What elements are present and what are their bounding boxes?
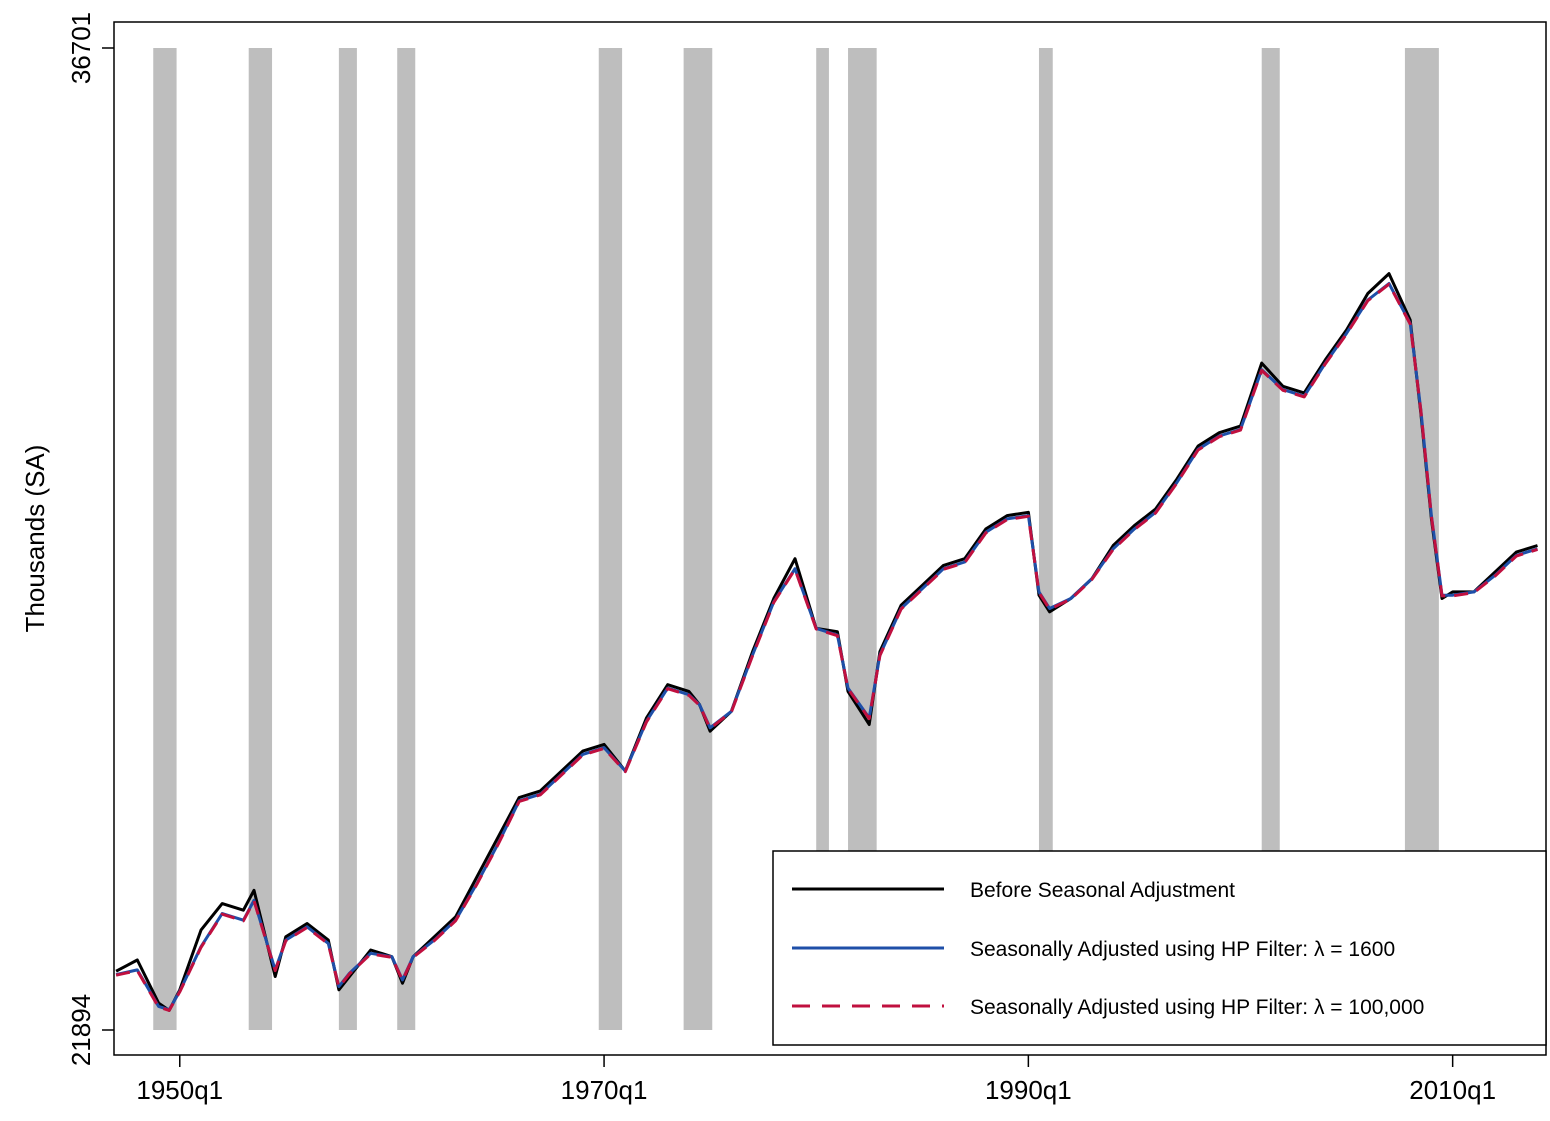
x-tick-label: 2010q1	[1409, 1075, 1496, 1105]
legend-label: Before Seasonal Adjustment	[970, 879, 1235, 902]
axes: 1950q1 1970q1 1990q1 2010q1 21894 36701	[66, 12, 1496, 1105]
recession-band	[338, 48, 357, 1030]
y-tick-label: 21894	[66, 994, 96, 1066]
legend-label: Seasonally Adjusted using HP Filter: λ =…	[970, 996, 1424, 1019]
recession-band	[683, 48, 713, 1030]
recession-band	[1261, 48, 1280, 1030]
y-tick-label: 36701	[66, 12, 96, 84]
recession-band	[1038, 48, 1053, 1030]
plot-frame	[113, 21, 1547, 1056]
y-axis-label: Thousands (SA)	[20, 445, 50, 633]
legend: Before Seasonal Adjustment Seasonally Adj…	[772, 850, 1547, 1046]
recession-bands	[153, 48, 1439, 1030]
recession-band	[248, 48, 273, 1030]
legend-label: Seasonally Adjusted using HP Filter: λ =…	[970, 938, 1395, 961]
series-lines	[115, 272, 1538, 1012]
recession-band	[397, 48, 416, 1030]
recession-band	[153, 48, 177, 1030]
recession-band	[598, 48, 623, 1030]
x-tick-label: 1950q1	[136, 1075, 223, 1105]
recession-band	[816, 48, 829, 1030]
x-tick-label: 1970q1	[561, 1075, 648, 1105]
series-line-hp-100000	[115, 282, 1538, 1012]
x-tick-label: 1990q1	[985, 1075, 1072, 1105]
